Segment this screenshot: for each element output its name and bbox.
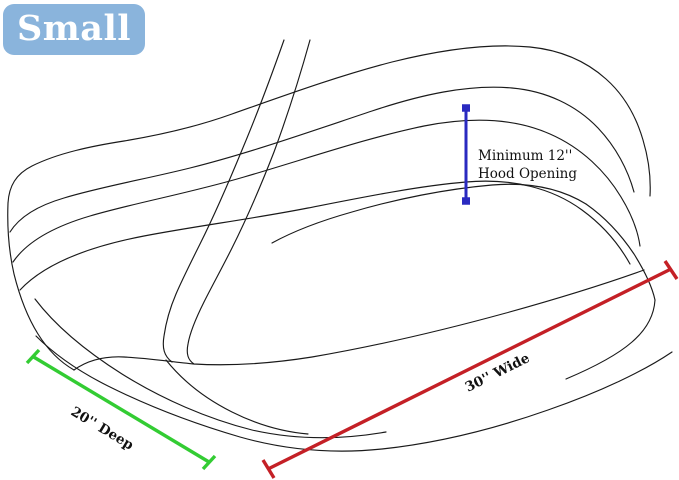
bag-bottom-front — [73, 269, 645, 371]
bag-seam-middle — [12, 119, 641, 263]
depth-cap-end — [201, 454, 217, 471]
width-line — [267, 267, 672, 471]
bag-base-curve — [165, 359, 309, 435]
bag-top-ridge-outer — [7, 45, 651, 204]
bag-outline-group — [7, 39, 673, 452]
depth-cap-start — [25, 348, 41, 365]
bag-seam-upper — [9, 86, 635, 233]
bag-lid-fold-right — [271, 183, 587, 244]
width-dimension: 30'' Wide — [261, 260, 679, 479]
bag-front-seam-b — [186, 39, 311, 365]
bag-bottom-edge-lower — [35, 335, 673, 452]
width-cap-end — [663, 260, 679, 280]
hood-opening-label-line2: Hood Opening — [478, 166, 577, 182]
width-label: 30'' Wide — [463, 350, 533, 395]
hood-opening-dimension: Minimum 12'' Hood Opening — [462, 104, 577, 205]
depth-line — [31, 354, 210, 464]
bag-right-corner — [585, 203, 656, 301]
bag-right-lower-edge — [565, 299, 656, 380]
hood-opening-label-line1: Minimum 12'' — [478, 148, 572, 164]
width-cap-start — [261, 459, 276, 479]
bag-lid-lip — [19, 180, 631, 291]
bag-front-seam-a — [162, 39, 285, 363]
size-badge-label: Small — [16, 7, 132, 49]
size-badge: Small — [3, 4, 145, 55]
depth-dimension: 20'' Deep — [25, 348, 217, 471]
bag-left-face-edge — [7, 202, 75, 371]
bag-bottom-seam-inner — [34, 298, 387, 439]
